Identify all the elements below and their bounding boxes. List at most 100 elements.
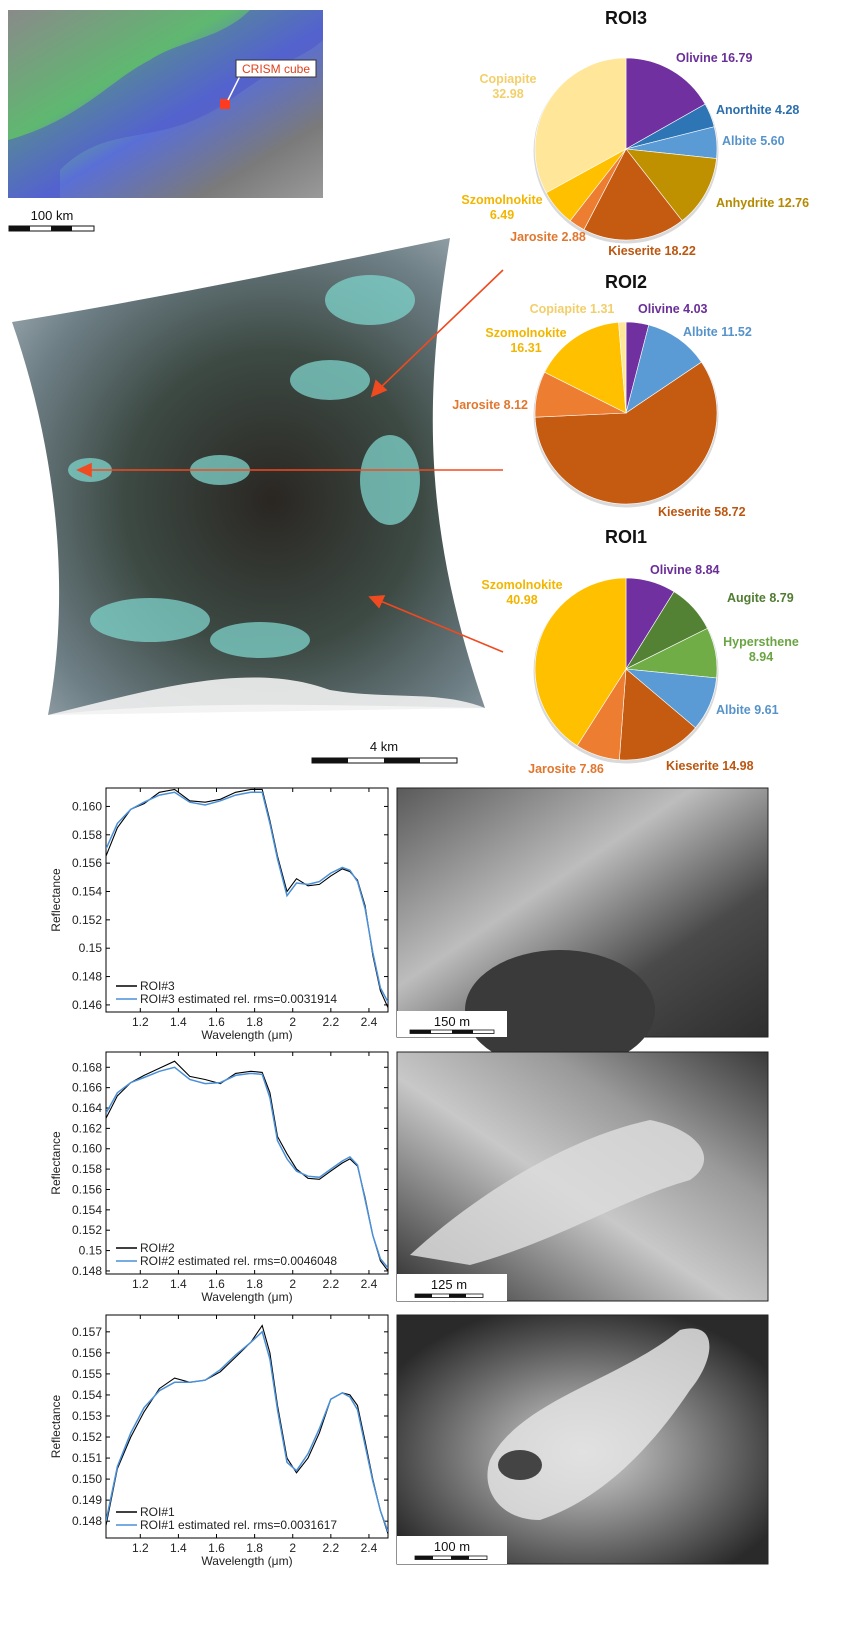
y-tick-label: 0.146	[72, 998, 102, 1012]
pie-title: ROI2	[605, 272, 647, 292]
pie-label-kieserite: Kieserite 18.22	[608, 244, 696, 258]
crism-cube-bright-edge	[48, 677, 485, 715]
hirise-scale-label: 125 m	[431, 1277, 467, 1292]
pie-chart-roi3: ROI3 Olivine 16.79 Anorthite 4.28 Albite 5.…	[461, 8, 809, 258]
x-tick-label: 2.4	[361, 1541, 378, 1555]
y-tick-label: 0.149	[72, 1493, 102, 1507]
pie-label-szomolnokite: Szomolnokite 40.98	[481, 578, 562, 607]
x-tick-label: 2	[289, 1277, 296, 1291]
pie-chart-roi1: ROI1 Olivine 8.84 Augite 8.79 Hypersthene 8.…	[481, 527, 799, 776]
y-tick-label: 0.154	[72, 1388, 102, 1402]
pie-label-kieserite: Kieserite 58.72	[658, 505, 746, 519]
map-scale-label: 100 km	[31, 208, 74, 223]
y-tick-label: 0.162	[72, 1121, 102, 1135]
plot-frame	[105, 1051, 389, 1275]
cube-scale-label: 4 km	[370, 739, 398, 754]
crism-cube-image	[12, 238, 485, 715]
pie-label-hypersthene: Hypersthene 8.94	[723, 635, 799, 664]
hirise-scale-bar	[409, 1029, 495, 1034]
x-tick-label: 2.4	[361, 1015, 378, 1029]
crism-cube-cyan-patches	[68, 275, 420, 658]
y-tick-label: 0.166	[72, 1081, 102, 1095]
x-tick-label: 1.6	[208, 1015, 225, 1029]
x-tick-label: 1.8	[246, 1541, 263, 1555]
context-map: CRISM cube 100 km	[8, 10, 323, 232]
hirise-scale-bar	[414, 1293, 484, 1298]
pie-label-anorthite: Anorthite 4.28	[716, 103, 799, 117]
pie-label-jarosite: Jarosite 8.12	[452, 398, 528, 412]
pie-label-szomolnokite: Szomolnokite 16.31	[485, 326, 566, 355]
y-tick-label: 0.148	[72, 970, 102, 984]
pie-slice-copiapite	[618, 321, 627, 414]
x-tick-label: 1.2	[132, 1015, 149, 1029]
y-tick-label: 0.153	[72, 1409, 102, 1423]
pie-label-olivine: Olivine 16.79	[676, 51, 752, 65]
pie-label-albite: Albite 5.60	[722, 134, 785, 148]
hirise-scale-bar	[414, 1555, 488, 1560]
series-line-estimated	[106, 1066, 388, 1269]
pie-label-jarosite: Jarosite 7.86	[528, 762, 604, 776]
pie-label-olivine: Olivine 4.03	[638, 302, 708, 316]
roi-arrows	[76, 269, 504, 653]
spectrum-plot-roi2: 1.2 1.4 1.6 1.8 2 2.2 2.4 0.168 0.166 0.164 0.162 0…	[49, 1051, 389, 1304]
callout-box	[235, 59, 317, 78]
y-tick-label: 0.160	[72, 1142, 102, 1156]
legend-label: ROI#3 estimated rel. rms=0.0031914	[140, 992, 337, 1006]
series-line-measured	[106, 1060, 388, 1272]
pie-label-copiapite: Copiapite 1.31	[530, 302, 615, 316]
legend-label: ROI#2	[140, 1241, 175, 1255]
x-tick-label: 2.2	[322, 1541, 339, 1555]
y-tick-label: 0.154	[72, 1203, 102, 1217]
y-tick-label: 0.15	[79, 1244, 103, 1258]
pie-slice-copiapite	[534, 57, 627, 194]
y-tick-label: 0.157	[72, 1325, 102, 1339]
x-tick-label: 2.2	[322, 1277, 339, 1291]
series-line-measured	[106, 1324, 388, 1534]
y-tick-label: 0.156	[72, 1346, 102, 1360]
pie-chart-roi2: ROI2 Olivine 4.03 Albite 11.52 Kieserite 58…	[452, 272, 752, 519]
hirise-pit	[498, 1450, 542, 1480]
x-axis-label: Wavelength (μm)	[201, 1028, 292, 1042]
x-tick-label: 2	[289, 1015, 296, 1029]
x-tick-label: 1.4	[170, 1277, 187, 1291]
y-axis-label: Reflectance	[49, 1394, 63, 1458]
y-tick-label: 0.158	[72, 828, 102, 842]
x-axis-label: Wavelength (μm)	[201, 1290, 292, 1304]
series-line-estimated	[106, 1330, 388, 1532]
y-tick-label: 0.156	[72, 1182, 102, 1196]
callout-text: CRISM cube	[242, 62, 310, 76]
context-map-blue-region	[8, 10, 323, 198]
y-tick-label: 0.152	[72, 913, 102, 927]
pie-label-albite: Albite 9.61	[716, 703, 779, 717]
crism-cube-marker	[220, 99, 230, 109]
y-tick-label: 0.155	[72, 1367, 102, 1381]
hirise-scale-label: 100 m	[434, 1539, 470, 1554]
hirise-panel-roi1: 100 m	[396, 1314, 769, 1565]
pie-slice-anhydrite	[625, 148, 717, 222]
y-tick-label: 0.152	[72, 1430, 102, 1444]
pie-label-albite: Albite 11.52	[683, 325, 752, 339]
y-tick-label: 0.168	[72, 1060, 102, 1074]
pie-label-jarosite: Jarosite 2.88	[510, 230, 586, 244]
pie-slice-kieserite	[534, 361, 718, 505]
y-tick-label: 0.158	[72, 1162, 102, 1176]
x-axis-label: Wavelength (μm)	[201, 1554, 292, 1568]
x-tick-label: 2.2	[322, 1015, 339, 1029]
y-tick-label: 0.148	[72, 1264, 102, 1278]
y-tick-label: 0.150	[72, 1472, 102, 1486]
pie-slice-kieserite	[619, 668, 696, 761]
crism-cube: 4 km	[12, 238, 504, 764]
hirise-panel-roi3: 150 m	[396, 787, 769, 1070]
pie-slice-szomolnokite	[544, 321, 627, 414]
legend-label: ROI#2 estimated rel. rms=0.0046048	[140, 1254, 337, 1268]
x-tick-label: 1.8	[246, 1277, 263, 1291]
pie-label-kieserite: Kieserite 14.98	[666, 759, 754, 773]
pie-label-anhydrite: Anhydrite 12.76	[716, 196, 809, 210]
cube-scale-bar	[311, 757, 458, 764]
legend-label: ROI#1	[140, 1505, 175, 1519]
spectrum-plot-roi3: 1.2 1.4 1.6 1.8 2 2.2 2.4 0.160 0.158 0.156 0.154 0…	[49, 787, 389, 1042]
hirise-panel-roi2: 125 m	[396, 1051, 769, 1302]
hirise-bright-unit	[487, 1328, 710, 1520]
pie-slice-albite	[625, 324, 702, 414]
